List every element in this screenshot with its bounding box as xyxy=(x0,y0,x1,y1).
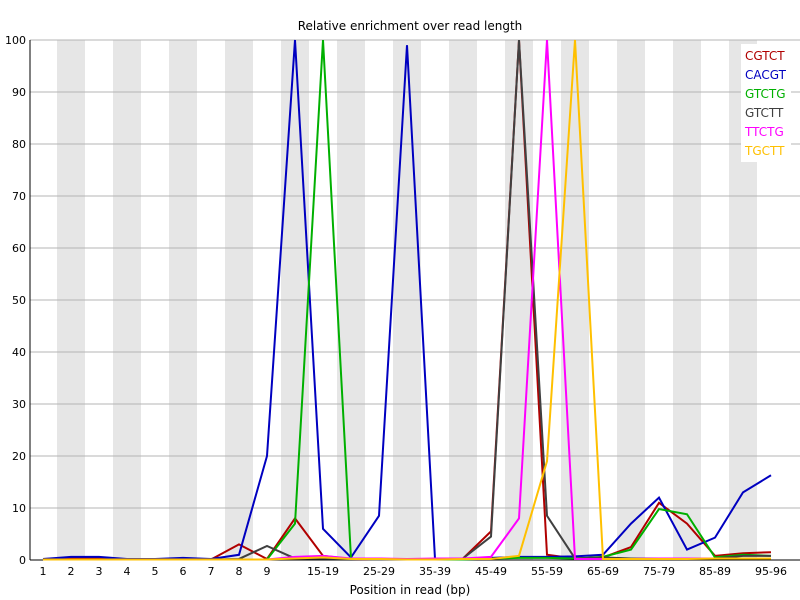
y-tick-label: 60 xyxy=(12,242,26,255)
legend-entry-cacgt: CACGT xyxy=(745,68,787,82)
x-tick-label: 35-39 xyxy=(419,565,451,578)
horizontal-gridlines xyxy=(30,39,800,509)
x-tick-label: 85-89 xyxy=(699,565,731,578)
x-axis-ticks: 1 2 3 4 5 6 7 8 9 15-19 25-29 35-39 45-49 55-59 65-69 7… xyxy=(40,565,787,578)
x-tick-label: 4 xyxy=(124,565,131,578)
x-tick-label: 2 xyxy=(68,565,75,578)
y-tick-label: 90 xyxy=(12,86,26,99)
x-tick-label: 6 xyxy=(180,565,187,578)
x-tick-label: 5 xyxy=(152,565,159,578)
y-tick-label: 50 xyxy=(12,294,26,307)
x-tick-label: 65-69 xyxy=(587,565,619,578)
x-tick-label: 25-29 xyxy=(363,565,395,578)
x-tick-label: 75-79 xyxy=(643,565,675,578)
y-tick-label: 0 xyxy=(19,554,26,567)
x-axis-label: Position in read (bp) xyxy=(350,583,471,597)
y-tick-label: 40 xyxy=(12,346,26,359)
y-axis-ticks: 0 10 20 30 40 50 60 70 80 90 100 xyxy=(5,34,26,567)
y-tick-label: 70 xyxy=(12,190,26,203)
legend-entry-gtctt: GTCTT xyxy=(745,106,784,120)
series-line-tgctt xyxy=(43,39,771,561)
series-lines xyxy=(42,39,772,561)
legend-entry-gtctg: GTCTG xyxy=(745,87,786,101)
y-tick-label: 100 xyxy=(5,34,26,47)
x-tick-label: 55-59 xyxy=(531,565,563,578)
x-tick-label: 1 xyxy=(40,565,47,578)
x-tick-label: 7 xyxy=(208,565,215,578)
x-tick-label: 9 xyxy=(264,565,271,578)
x-tick-label: 8 xyxy=(236,565,243,578)
y-tick-label: 10 xyxy=(12,502,26,515)
x-tick-label: 15-19 xyxy=(307,565,339,578)
y-tick-label: 30 xyxy=(12,398,26,411)
legend-entry-ttctg: TTCTG xyxy=(744,125,784,139)
x-tick-label: 3 xyxy=(96,565,103,578)
y-tick-label: 80 xyxy=(12,138,26,151)
legend-entry-tgctt: TGCTT xyxy=(744,144,785,158)
x-tick-label: 95-96 xyxy=(755,565,787,578)
legend-box xyxy=(741,44,791,162)
legend: CGTCT CACGT GTCTG GTCTT TTCTG TGCTT xyxy=(741,44,791,162)
y-tick-label: 20 xyxy=(12,450,26,463)
x-tick-label: 45-49 xyxy=(475,565,507,578)
legend-entry-cgtct: CGTCT xyxy=(745,49,785,63)
chart-title: Relative enrichment over read length xyxy=(298,19,523,33)
